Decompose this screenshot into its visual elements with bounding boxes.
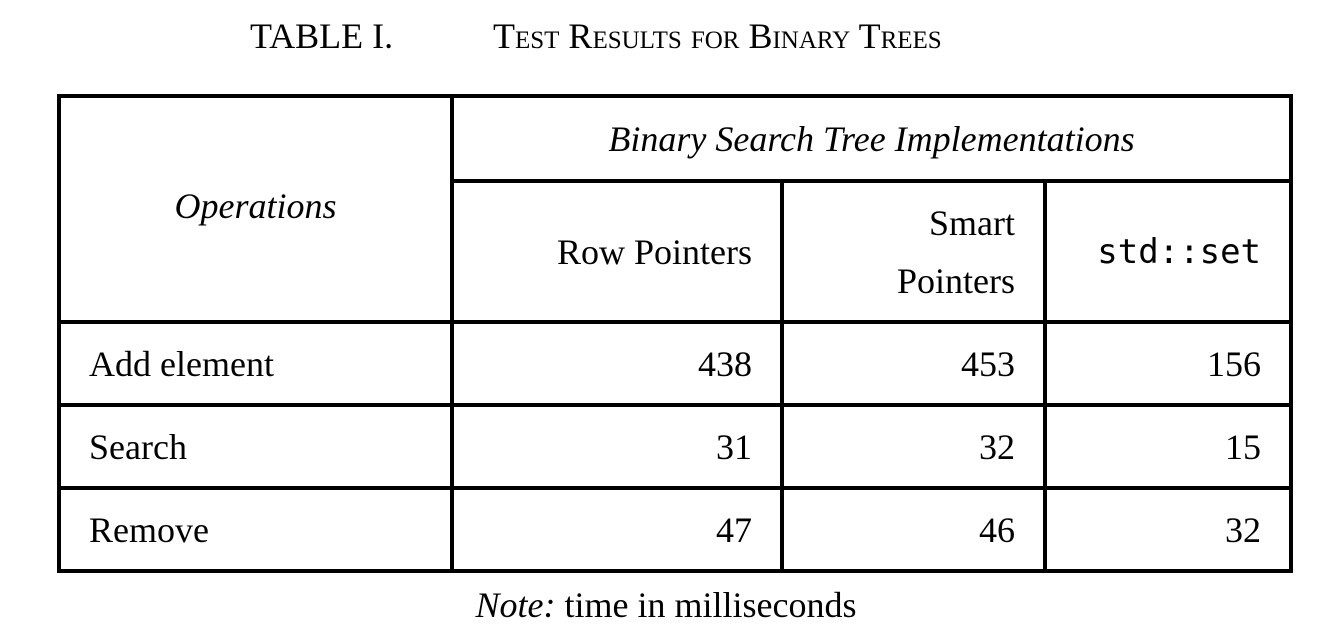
cell-value: 32: [780, 403, 1047, 490]
cell-value: 32: [1042, 486, 1294, 573]
cell-value: 31: [450, 403, 784, 490]
header-row: Operations Binary Search Tree Implementa…: [57, 94, 1294, 324]
table-number: TABLE I.: [250, 16, 394, 56]
cell-value: 15: [1042, 403, 1294, 490]
implementations-header: Binary Search Tree Implementations: [449, 94, 1294, 183]
row-label-search: Search: [57, 403, 454, 490]
results-table: Operations Binary Search Tree Implementa…: [57, 94, 1294, 573]
table-caption: TABLE I. Test Results for Binary Trees: [0, 14, 1332, 58]
cell-value: 453: [780, 320, 1047, 407]
table-title: Test Results for Binary Trees: [493, 16, 942, 56]
table-row: Search 31 32 15: [57, 403, 1294, 490]
cell-value: 46: [780, 486, 1047, 573]
row-label-remove: Remove: [57, 486, 454, 573]
cell-value: 156: [1042, 320, 1294, 407]
column-header-row-pointers: Row Pointers: [450, 179, 784, 324]
cell-value: 438: [450, 320, 784, 407]
table-row: Add element 438 453 156: [57, 320, 1294, 407]
column-header-std-set: std::set: [1042, 179, 1294, 324]
row-label-add-element: Add element: [57, 320, 454, 407]
note-text: time in milliseconds: [564, 585, 857, 625]
note-label: Note:: [475, 585, 556, 625]
cell-value: 47: [450, 486, 784, 573]
table-row: Remove 47 46 32: [57, 486, 1294, 573]
operations-header: Operations: [57, 94, 454, 324]
column-header-row: Row Pointers Smart Pointers std::set: [59, 179, 1294, 324]
table-note: Note: time in milliseconds: [0, 583, 1332, 627]
column-header-smart-pointers: Smart Pointers: [780, 179, 1047, 324]
